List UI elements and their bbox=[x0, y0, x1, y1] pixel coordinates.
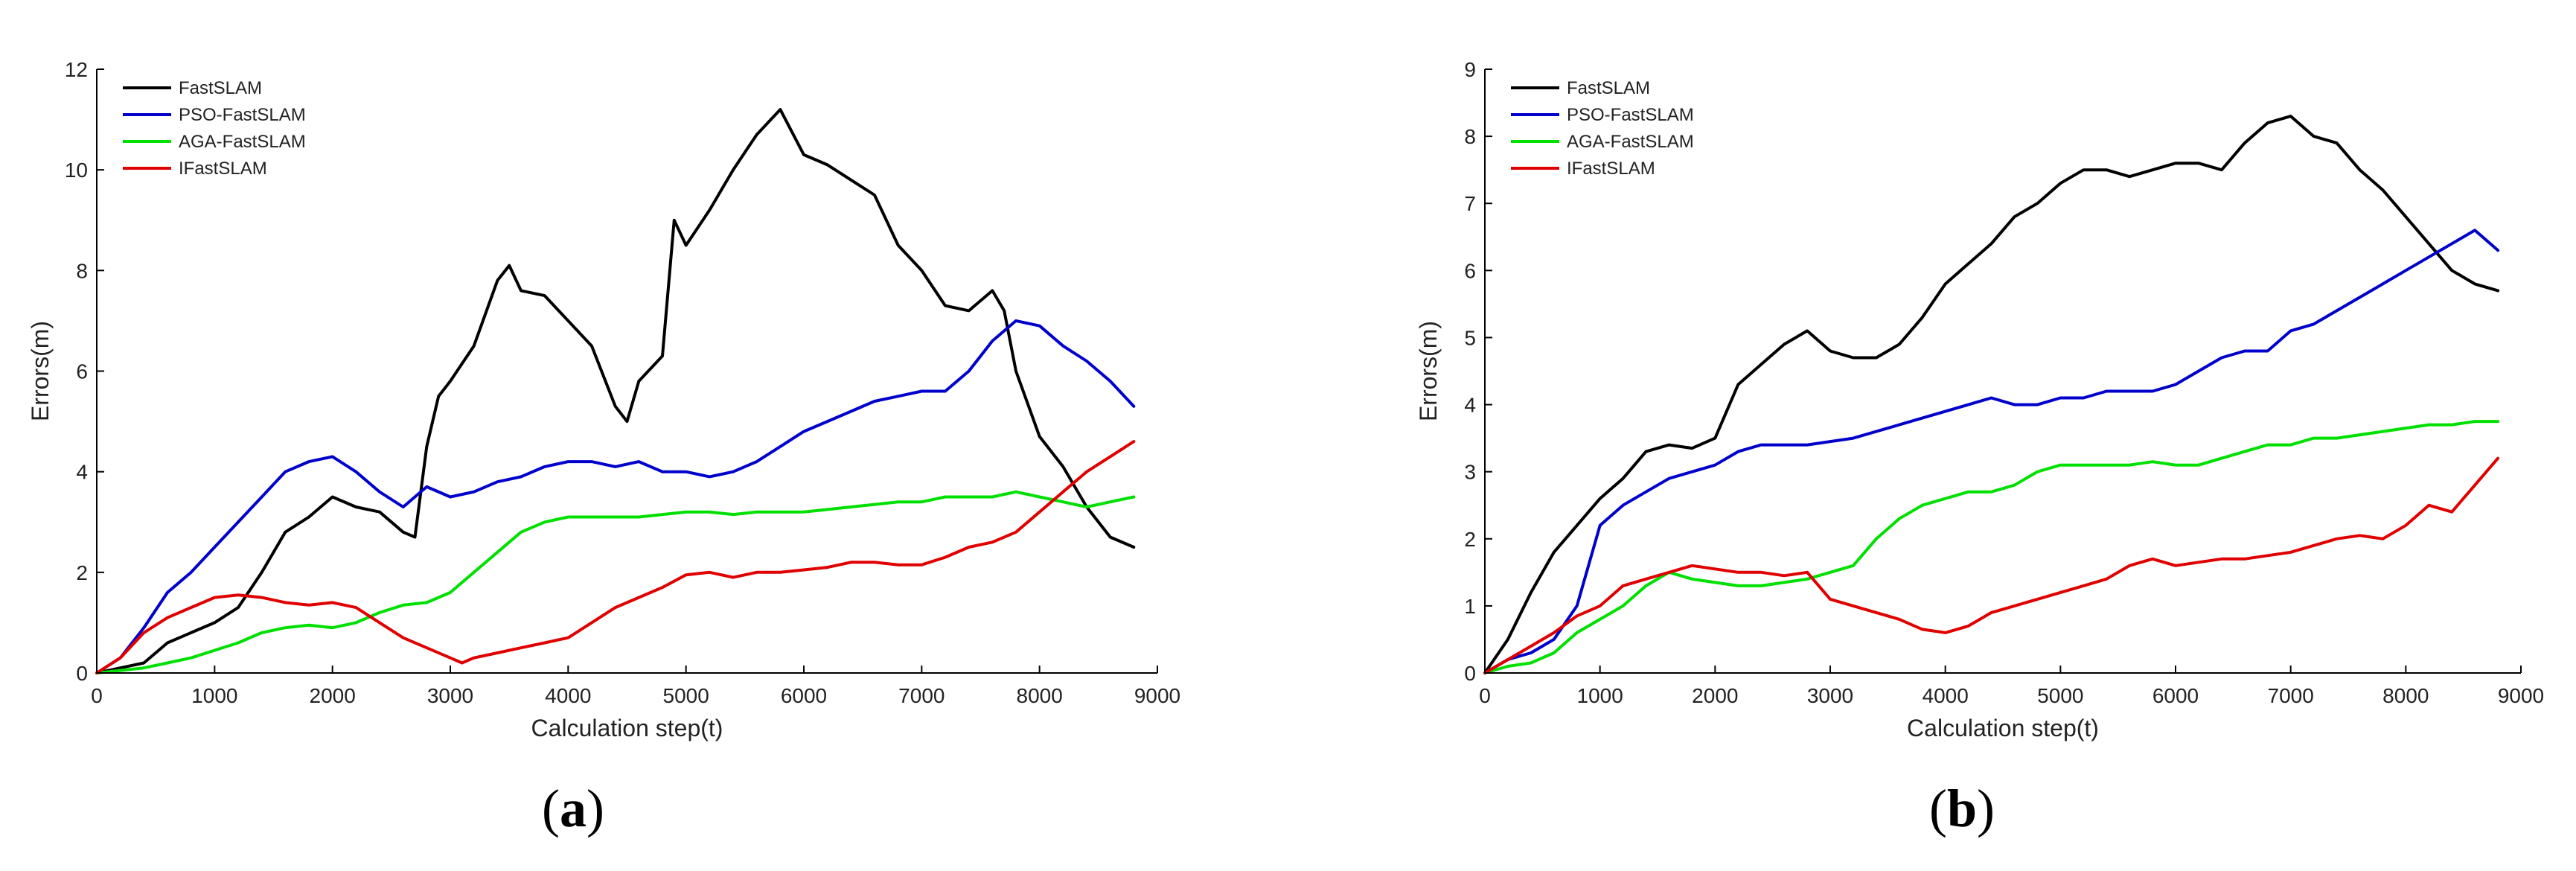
x-tick-label: 1000 bbox=[1577, 684, 1623, 707]
legend-label: AGA-FastSLAM bbox=[1567, 132, 1694, 152]
legend-label: FastSLAM bbox=[179, 78, 262, 98]
y-tick-label: 9 bbox=[1464, 58, 1476, 81]
x-tick-label: 6000 bbox=[2152, 684, 2199, 707]
legend-label: IFastSLAM bbox=[179, 159, 267, 179]
x-tick-label: 1000 bbox=[191, 684, 237, 707]
x-axis-label: Calculation step(t) bbox=[531, 715, 723, 741]
x-tick-label: 5000 bbox=[663, 684, 709, 707]
series-group bbox=[1483, 115, 2500, 674]
y-tick-label: 10 bbox=[65, 159, 88, 182]
y-tick-label: 2 bbox=[76, 561, 88, 584]
series-group bbox=[95, 108, 1136, 674]
series-line-fastslam bbox=[95, 108, 1136, 674]
series-line-ifastslam bbox=[95, 440, 1136, 674]
x-tick-label: 9000 bbox=[1134, 684, 1180, 707]
series-line-aga-fastslam bbox=[95, 490, 1136, 674]
x-tick-label: 8000 bbox=[2382, 684, 2429, 707]
x-tick-label: 7000 bbox=[898, 684, 945, 707]
x-tick-label: 8000 bbox=[1017, 684, 1063, 707]
y-tick-label: 8 bbox=[76, 259, 88, 282]
x-tick-label: 0 bbox=[91, 684, 103, 707]
x-axis-label: Calculation step(t) bbox=[1907, 715, 2099, 741]
y-tick-label: 5 bbox=[1464, 326, 1476, 349]
y-tick-label: 0 bbox=[1464, 662, 1476, 685]
series-line-pso-fastslam bbox=[1483, 229, 2500, 674]
y-tick-label: 4 bbox=[76, 461, 88, 484]
legend-label: PSO-FastSLAM bbox=[179, 105, 306, 125]
x-tick-label: 9000 bbox=[2498, 684, 2544, 707]
y-tick-label: 4 bbox=[1464, 394, 1476, 417]
y-tick-label: 0 bbox=[76, 662, 88, 685]
y-tick-label: 8 bbox=[1464, 125, 1476, 148]
series-line-fastslam bbox=[1483, 115, 2500, 674]
series-line-pso-fastslam bbox=[95, 319, 1136, 674]
x-tick-label: 2000 bbox=[1692, 684, 1738, 707]
x-tick-label: 3000 bbox=[1807, 684, 1853, 707]
x-tick-label: 0 bbox=[1479, 684, 1491, 707]
series-line-ifastslam bbox=[1483, 456, 2500, 674]
legend: FastSLAM PSO-FastSLAM AGA-FastSLAM IFastSLA… bbox=[1511, 78, 1694, 179]
legend-label: AGA-FastSLAM bbox=[179, 132, 306, 152]
x-tick-label: 6000 bbox=[781, 684, 827, 707]
series-line-aga-fastslam bbox=[1483, 420, 2500, 674]
y-axis-label: Errors(m) bbox=[1415, 321, 1442, 421]
y-tick-label: 12 bbox=[65, 58, 88, 81]
y-tick-label: 7 bbox=[1464, 192, 1476, 215]
x-tick-label: 4000 bbox=[545, 684, 591, 707]
x-tick-label: 4000 bbox=[1923, 684, 1969, 707]
x-tick-label: 5000 bbox=[2037, 684, 2083, 707]
x-tick-label: 2000 bbox=[310, 684, 356, 707]
y-tick-label: 1 bbox=[1464, 595, 1476, 618]
y-tick-label: 2 bbox=[1464, 528, 1476, 551]
chart-panel-a: 0 1000 2000 3000 4000 5000 6000 7000 8000 9000 0 2 4… bbox=[27, 58, 1180, 741]
y-axis-label: Errors(m) bbox=[27, 321, 54, 421]
chart-panel-b: 0 1000 2000 3000 4000 5000 6000 7000 8000 9000 0 1 2… bbox=[1415, 58, 2544, 741]
legend-label: FastSLAM bbox=[1567, 78, 1650, 98]
legend-label: IFastSLAM bbox=[1567, 159, 1655, 179]
x-tick-label: 3000 bbox=[427, 684, 473, 707]
legend: FastSLAM PSO-FastSLAM AGA-FastSLAM IFastSLA… bbox=[123, 78, 306, 179]
y-tick-label: 3 bbox=[1464, 461, 1476, 484]
y-tick-label: 6 bbox=[76, 360, 88, 383]
panel-caption-a: (a) bbox=[542, 779, 604, 838]
x-tick-label: 7000 bbox=[2268, 684, 2314, 707]
panel-caption-b: (b) bbox=[1929, 779, 1995, 838]
legend-label: PSO-FastSLAM bbox=[1567, 105, 1694, 125]
y-tick-label: 6 bbox=[1464, 259, 1476, 282]
